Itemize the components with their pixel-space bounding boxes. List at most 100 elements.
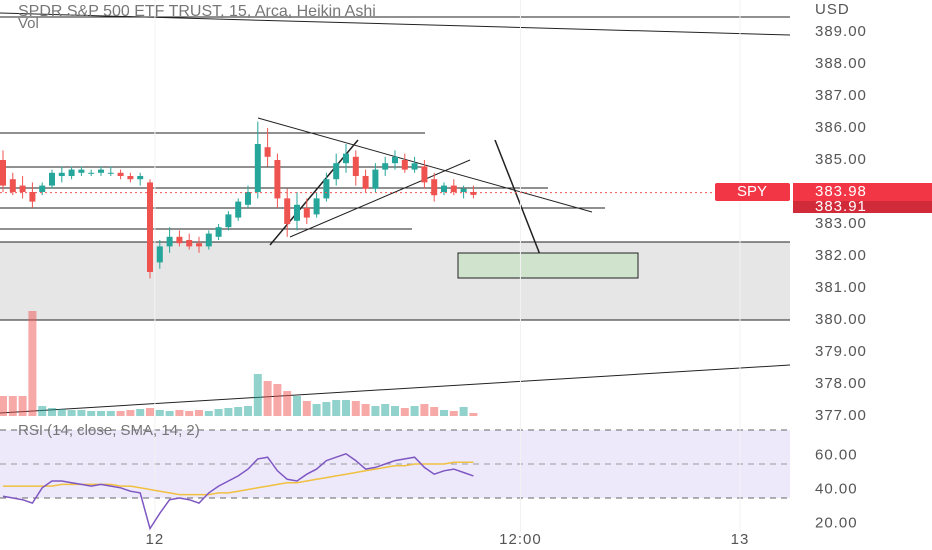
- volume-bar: [293, 396, 301, 416]
- candle-body: [352, 156, 359, 176]
- volume-bar: [175, 410, 184, 416]
- candle-body: [362, 176, 369, 189]
- rsi-tick-label: 40.00: [815, 480, 858, 497]
- candle-body: [147, 182, 153, 272]
- candle-body: [392, 156, 398, 164]
- y-tick-label: 386.00: [815, 119, 867, 136]
- volume-bar: [351, 401, 360, 416]
- volume-label: Vol: [18, 15, 39, 32]
- volume-bar: [253, 374, 262, 416]
- volume-bar: [224, 408, 233, 416]
- candle-body: [372, 169, 379, 189]
- ha-tag: [793, 201, 932, 213]
- candle-body: [431, 179, 438, 196]
- volume-bar: [381, 404, 390, 416]
- candle-body: [166, 236, 173, 247]
- rsi-tick-label: 60.00: [815, 446, 858, 463]
- volume-bar: [18, 396, 27, 416]
- volume-bar: [165, 411, 174, 416]
- volume-bar: [116, 411, 125, 416]
- y-tick-label: 387.00: [815, 87, 867, 104]
- volume-bar: [244, 406, 252, 416]
- candle-body: [284, 198, 291, 224]
- x-tick-label: 13: [731, 531, 750, 548]
- candle-body: [470, 192, 477, 195]
- volume-bar: [283, 391, 292, 416]
- rsi-label: RSI (14, close, SMA, 14, 2): [18, 422, 200, 439]
- candle-body: [127, 176, 134, 180]
- candle-body: [117, 172, 124, 176]
- candle-body: [58, 172, 65, 176]
- y-tick-label: 388.00: [815, 55, 867, 72]
- candle-body: [401, 160, 408, 170]
- volume-bar: [97, 411, 105, 416]
- volume-bar: [155, 410, 164, 416]
- x-tick-label: 12:00: [499, 531, 542, 548]
- volume-bar: [420, 404, 429, 416]
- candle-body: [88, 172, 95, 174]
- candle-body: [254, 144, 261, 192]
- last-price: 383.98: [815, 183, 867, 200]
- y-tick-label: 377.00: [815, 407, 867, 424]
- candle-body: [29, 192, 36, 202]
- volume-bar: [332, 400, 341, 416]
- candle-body: [274, 160, 281, 199]
- candle-body: [313, 198, 320, 215]
- volume-bar: [28, 311, 37, 416]
- candle-body: [450, 185, 457, 192]
- volume-bar: [0, 396, 7, 416]
- rsi-tick-label: 20.00: [815, 514, 858, 531]
- candle-body: [421, 166, 428, 183]
- volume-bar: [77, 410, 86, 416]
- price-tag: [793, 183, 932, 201]
- candle-body: [411, 163, 418, 170]
- candle-body: [441, 185, 447, 192]
- volume-bar: [106, 411, 115, 416]
- volume-bar: [400, 408, 409, 416]
- candle-body: [137, 176, 144, 180]
- candle-body: [9, 179, 16, 192]
- candle-body: [323, 179, 330, 199]
- volume-bar: [48, 408, 56, 416]
- candle-body: [460, 188, 467, 192]
- volume-bar: [185, 411, 194, 416]
- drawings: [0, 12, 791, 414]
- volume-bar: [263, 381, 272, 416]
- volume-bar: [361, 404, 370, 416]
- volume-bar: [136, 409, 145, 416]
- volume-bar: [371, 406, 380, 416]
- volume-bar: [195, 410, 203, 416]
- y-tick-label: 383.00: [815, 215, 867, 232]
- y-tick-label: 380.00: [815, 311, 867, 328]
- candle-body: [0, 160, 6, 186]
- volume-bar: [57, 409, 66, 416]
- candle-body: [196, 243, 202, 247]
- candle-body: [156, 246, 163, 263]
- symbol-tag: [715, 183, 790, 201]
- y-tick-label: 382.00: [815, 247, 867, 264]
- volume-bar: [342, 400, 350, 416]
- currency: USD: [815, 1, 850, 18]
- candle-body: [78, 169, 85, 173]
- candle-body: [205, 233, 212, 247]
- volume-bar: [459, 407, 468, 416]
- volume-bar: [67, 410, 76, 416]
- candle-body: [19, 185, 26, 192]
- candle-body: [215, 227, 222, 237]
- candle-body: [235, 201, 242, 218]
- volume-bar: [302, 401, 311, 416]
- candle-body: [333, 163, 340, 180]
- volume-bar: [234, 407, 243, 416]
- y-tick-label: 381.00: [815, 279, 867, 296]
- chart-title: SPDR S&P 500 ETF TRUST, 15, Arca, Heikin…: [18, 3, 376, 20]
- volume-bar: [273, 384, 282, 416]
- volume-bar: [38, 406, 47, 416]
- y-tick-label: 385.00: [815, 151, 867, 168]
- y-tick-label: 379.00: [815, 343, 867, 360]
- candle-body: [264, 147, 271, 157]
- symbol: SPY: [737, 183, 767, 200]
- candle-body: [176, 236, 183, 244]
- volume-bar: [322, 402, 331, 416]
- target-box: [457, 252, 639, 279]
- candle-body: [186, 240, 193, 247]
